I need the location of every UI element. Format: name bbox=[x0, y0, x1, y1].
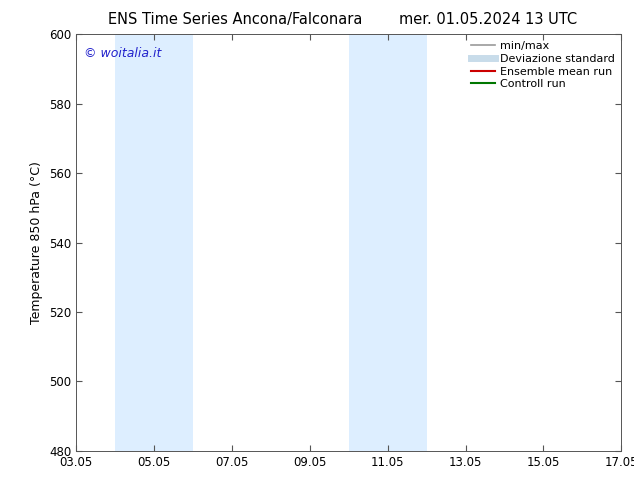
Bar bbox=[349, 34, 427, 451]
Text: ENS Time Series Ancona/Falconara: ENS Time Series Ancona/Falconara bbox=[108, 12, 362, 27]
Legend: min/max, Deviazione standard, Ensemble mean run, Controll run: min/max, Deviazione standard, Ensemble m… bbox=[467, 38, 618, 93]
Text: mer. 01.05.2024 13 UTC: mer. 01.05.2024 13 UTC bbox=[399, 12, 578, 27]
Bar bbox=[115, 34, 193, 451]
Y-axis label: Temperature 850 hPa (°C): Temperature 850 hPa (°C) bbox=[30, 161, 43, 324]
Text: © woitalia.it: © woitalia.it bbox=[84, 47, 162, 60]
